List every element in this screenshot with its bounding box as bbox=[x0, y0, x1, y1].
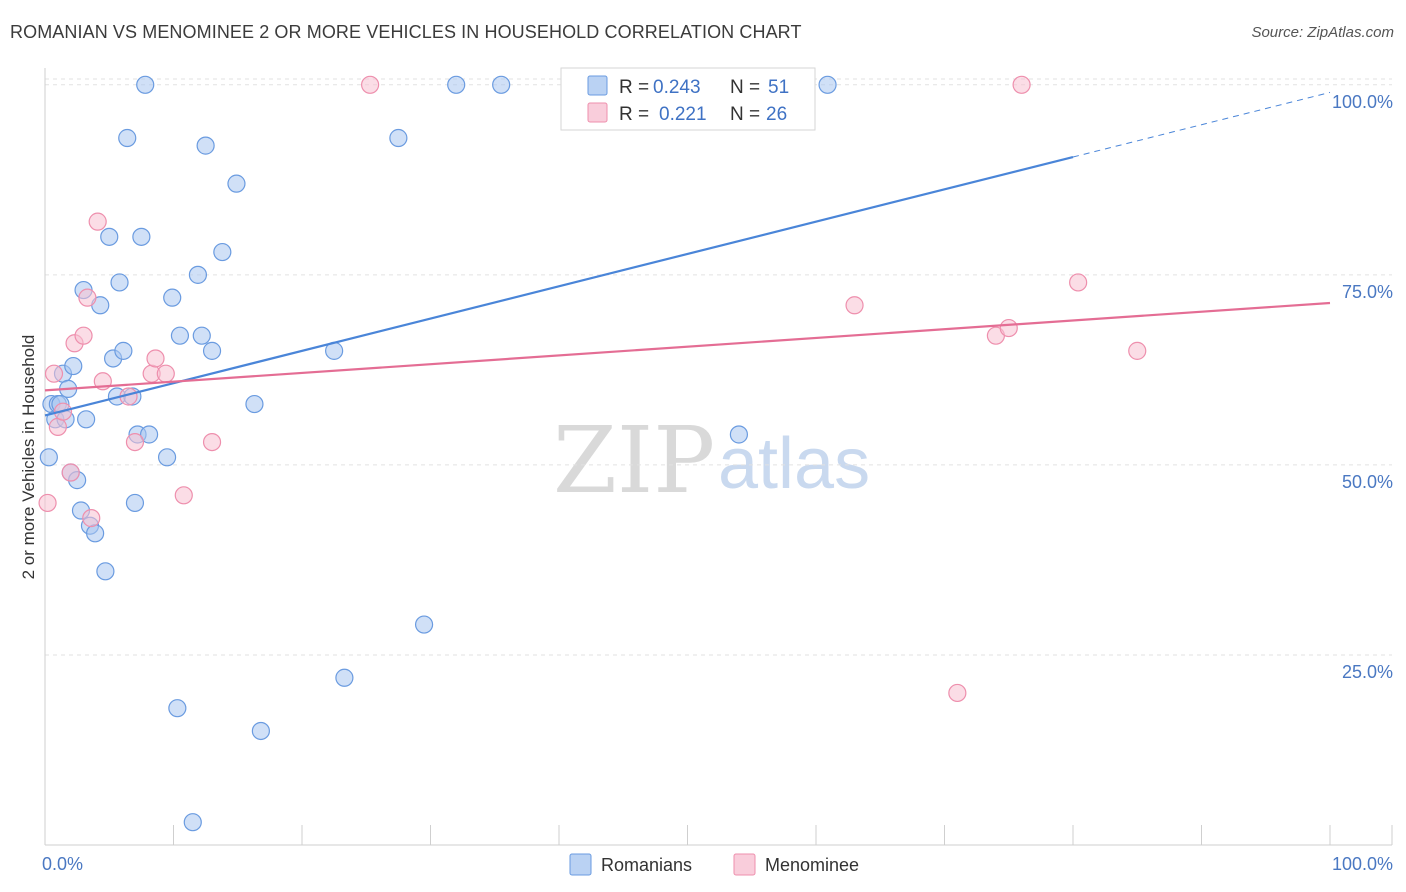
data-point-romanians bbox=[245, 394, 264, 414]
data-point-menominee bbox=[1128, 341, 1147, 360]
data-point-menominee bbox=[74, 326, 93, 345]
legend-swatch-menominee bbox=[587, 102, 608, 123]
trend-lines bbox=[44, 91, 1331, 417]
data-point-romanians bbox=[168, 699, 187, 718]
x-tick-label-left: 0.0% bbox=[42, 854, 83, 874]
legend-n-label-menominee: N = bbox=[730, 104, 760, 125]
data-point-romanians bbox=[96, 562, 115, 581]
data-point-menominee bbox=[948, 683, 967, 703]
data-point-menominee bbox=[202, 432, 222, 452]
data-point-romanians bbox=[227, 174, 246, 193]
bottom-legend-swatch-romanians bbox=[569, 853, 592, 876]
data-point-romanians bbox=[447, 75, 466, 94]
data-point-menominee bbox=[125, 432, 145, 452]
bottom-legend-label-romanians: Romanians bbox=[601, 855, 692, 875]
data-point-romanians bbox=[335, 668, 354, 687]
legend-n-value-menominee: 26 bbox=[766, 104, 787, 125]
data-points bbox=[38, 75, 1147, 832]
data-point-romanians bbox=[196, 136, 215, 155]
bottom-legend-swatch-menominee bbox=[733, 853, 756, 876]
data-point-menominee bbox=[38, 493, 57, 513]
data-point-romanians bbox=[251, 721, 270, 741]
data-point-romanians bbox=[86, 524, 105, 543]
legend-r-label-romanians: R = bbox=[619, 77, 649, 98]
watermark-zip: ZIP bbox=[553, 407, 715, 514]
legend-r-value-menominee: 0.221 bbox=[659, 104, 707, 125]
data-point-romanians bbox=[170, 326, 190, 345]
data-point-menominee bbox=[78, 288, 97, 307]
data-point-menominee bbox=[999, 318, 1018, 338]
data-point-menominee bbox=[845, 296, 864, 315]
data-point-romanians bbox=[818, 75, 837, 94]
source-label: Source: ZipAtlas.com bbox=[1251, 24, 1394, 41]
data-point-romanians bbox=[136, 75, 155, 94]
trend-line-menominee bbox=[44, 301, 1331, 392]
legend-n-label-romanians: N = bbox=[730, 77, 760, 98]
legend-n-value-romanians: 51 bbox=[768, 77, 789, 98]
data-point-romanians bbox=[213, 242, 232, 262]
data-point-romanians bbox=[157, 448, 177, 467]
data-point-menominee bbox=[174, 486, 193, 505]
x-tick-label-right: 100.0% bbox=[1332, 854, 1393, 874]
data-point-romanians bbox=[114, 341, 133, 360]
data-point-romanians bbox=[729, 425, 749, 444]
y-tick-label: 75.0% bbox=[1342, 282, 1393, 302]
bottom-legend-label-menominee: Menominee bbox=[765, 855, 859, 875]
data-point-menominee bbox=[82, 509, 101, 528]
data-point-romanians bbox=[139, 425, 159, 444]
data-point-menominee bbox=[361, 75, 380, 94]
data-point-menominee bbox=[1069, 273, 1088, 292]
data-point-romanians bbox=[110, 273, 129, 292]
data-point-romanians bbox=[125, 493, 145, 513]
data-point-romanians bbox=[39, 448, 58, 467]
data-point-menominee bbox=[61, 463, 80, 482]
y-axis-title: 2 or more Vehicles in Household bbox=[19, 335, 38, 580]
data-point-menominee bbox=[156, 364, 175, 383]
data-point-romanians bbox=[188, 265, 208, 284]
y-tick-labels: 25.0% 50.0% 75.0% 100.0% bbox=[1332, 92, 1393, 682]
data-point-romanians bbox=[183, 813, 202, 832]
data-point-menominee bbox=[48, 417, 67, 436]
data-point-romanians bbox=[389, 128, 408, 148]
series-legend: Romanians Menominee bbox=[569, 853, 859, 876]
data-point-romanians bbox=[202, 341, 222, 360]
legend-swatch-romanians bbox=[587, 75, 608, 96]
gridlines bbox=[45, 78, 1392, 656]
data-point-romanians bbox=[492, 75, 511, 94]
y-tick-label: 100.0% bbox=[1332, 92, 1393, 112]
data-point-romanians bbox=[100, 227, 119, 246]
data-point-romanians bbox=[192, 326, 211, 345]
legend-r-value-romanians: 0.243 bbox=[653, 77, 701, 98]
trend-line-extension-romanians bbox=[1072, 91, 1331, 158]
trend-line-romanians bbox=[44, 155, 1074, 417]
data-point-romanians bbox=[77, 410, 96, 429]
data-point-menominee bbox=[44, 364, 64, 383]
stats-legend: R = 0.243 N = 51 R = 0.221 N = 26 bbox=[560, 67, 816, 131]
data-point-romanians bbox=[414, 615, 434, 634]
data-point-menominee bbox=[1012, 75, 1031, 94]
data-point-menominee bbox=[88, 212, 107, 231]
y-tick-label: 25.0% bbox=[1342, 662, 1393, 682]
data-point-romanians bbox=[118, 128, 137, 148]
chart-title: ROMANIAN VS MENOMINEE 2 OR MORE VEHICLES… bbox=[10, 22, 802, 42]
legend-r-label-menominee: R = bbox=[619, 104, 649, 125]
y-tick-label: 50.0% bbox=[1342, 472, 1393, 492]
data-point-romanians bbox=[163, 288, 182, 307]
data-point-romanians bbox=[132, 227, 151, 246]
data-point-romanians bbox=[64, 356, 83, 376]
data-point-menominee bbox=[146, 349, 165, 368]
